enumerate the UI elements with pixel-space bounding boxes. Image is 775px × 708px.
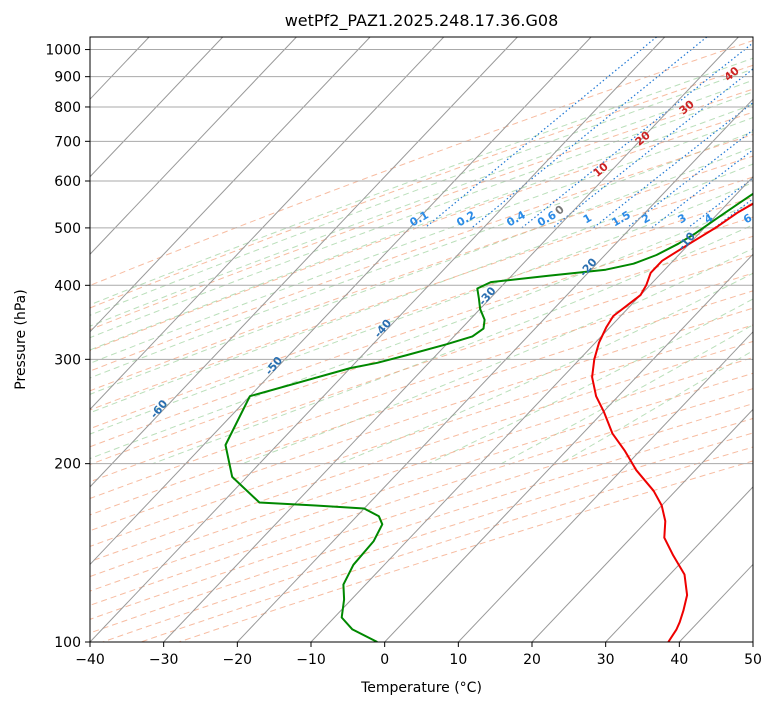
mixing-ratio-line [471,37,708,229]
isotherm [163,37,739,642]
y-tick-label: 400 [54,278,81,294]
isotherm [605,486,753,642]
dry-adiabat [90,340,753,563]
isotherm [90,37,224,178]
dry-adiabat [90,133,753,372]
dry-adiabat [90,307,753,532]
dry-adiabat [90,272,753,499]
plot-frame [89,36,754,643]
isotherm [531,408,753,642]
x-tick-label: 10 [449,652,467,668]
isotherm [90,37,371,333]
x-axis-label: Temperature (°C) [360,680,482,696]
y-tick-label: 800 [54,100,81,116]
chart-title: wetPf2_PAZ1.2025.248.17.36.G08 [285,11,559,31]
dewpoint-profile-line [224,192,753,642]
y-tick-label: 500 [54,221,81,237]
dry-adiabat [90,196,753,430]
moist-adiabat [152,224,753,465]
profile-lines [224,192,753,642]
x-tick-label: 50 [744,652,762,668]
mixing-ratio-line [592,101,753,229]
moist-adiabat [90,103,753,351]
y-tick-label: 1000 [45,43,81,59]
moist-adiabats [90,57,753,465]
x-tick-label: −40 [75,652,105,668]
y-tick-label: 600 [54,174,81,190]
isotherm [236,98,753,642]
dry-adiabat [90,216,753,448]
moist-adiabat [90,79,753,327]
temperature-profile-line [591,202,753,642]
y-tick-label: 200 [54,457,81,473]
isotherm [90,37,297,256]
y-tick-label: 300 [54,352,81,368]
x-tick-label: −30 [149,652,179,668]
moist-adiabat [90,131,753,379]
moist-adiabat [90,181,753,435]
x-axis: −40 −30 −20 −10 0 10 20 30 40 50 [75,642,762,668]
isotherm [310,176,753,642]
isotherm [90,37,666,642]
x-tick-label: 30 [597,652,615,668]
y-tick-label: 100 [54,635,81,651]
isotherm [457,331,753,642]
mixing-ratio-line [521,42,753,229]
y-axis-label: Pressure (hPa) [13,289,29,389]
mixing-ratio-label: 6 [741,211,754,226]
x-tick-label: 20 [523,652,541,668]
isotherm [90,37,518,488]
y-tick-label: 700 [54,134,81,150]
y-axis: 100 200 300 400 500 600 700 800 900 1000 [45,43,90,651]
y-tick-label: 900 [54,70,81,86]
skewed-isotherms [90,37,753,642]
moist-adiabat [90,202,753,460]
x-tick-label: −10 [296,652,326,668]
moist-adiabat [90,116,753,364]
dry-adiabat [90,88,753,331]
isotherm [90,37,445,411]
moist-adiabat [90,146,753,395]
mixing-ratio-line [424,37,657,229]
x-tick-label: −20 [223,652,253,668]
dry-adiabat [90,357,753,578]
dry-adiabat [90,64,753,309]
mixing-ratio-lines [424,37,753,229]
mixing-ratio-line [687,177,753,229]
dry-adiabat [90,388,753,606]
x-tick-label: 40 [670,652,688,668]
x-tick-label: 0 [380,652,389,668]
moist-adiabat [90,57,753,306]
isotherm [384,253,753,642]
moist-adiabat [90,91,753,339]
isobar-gridlines [90,49,753,642]
moist-adiabat [90,163,753,414]
moist-adiabat [90,68,753,316]
isotherm [90,37,592,566]
dry-adiabat [90,40,753,286]
